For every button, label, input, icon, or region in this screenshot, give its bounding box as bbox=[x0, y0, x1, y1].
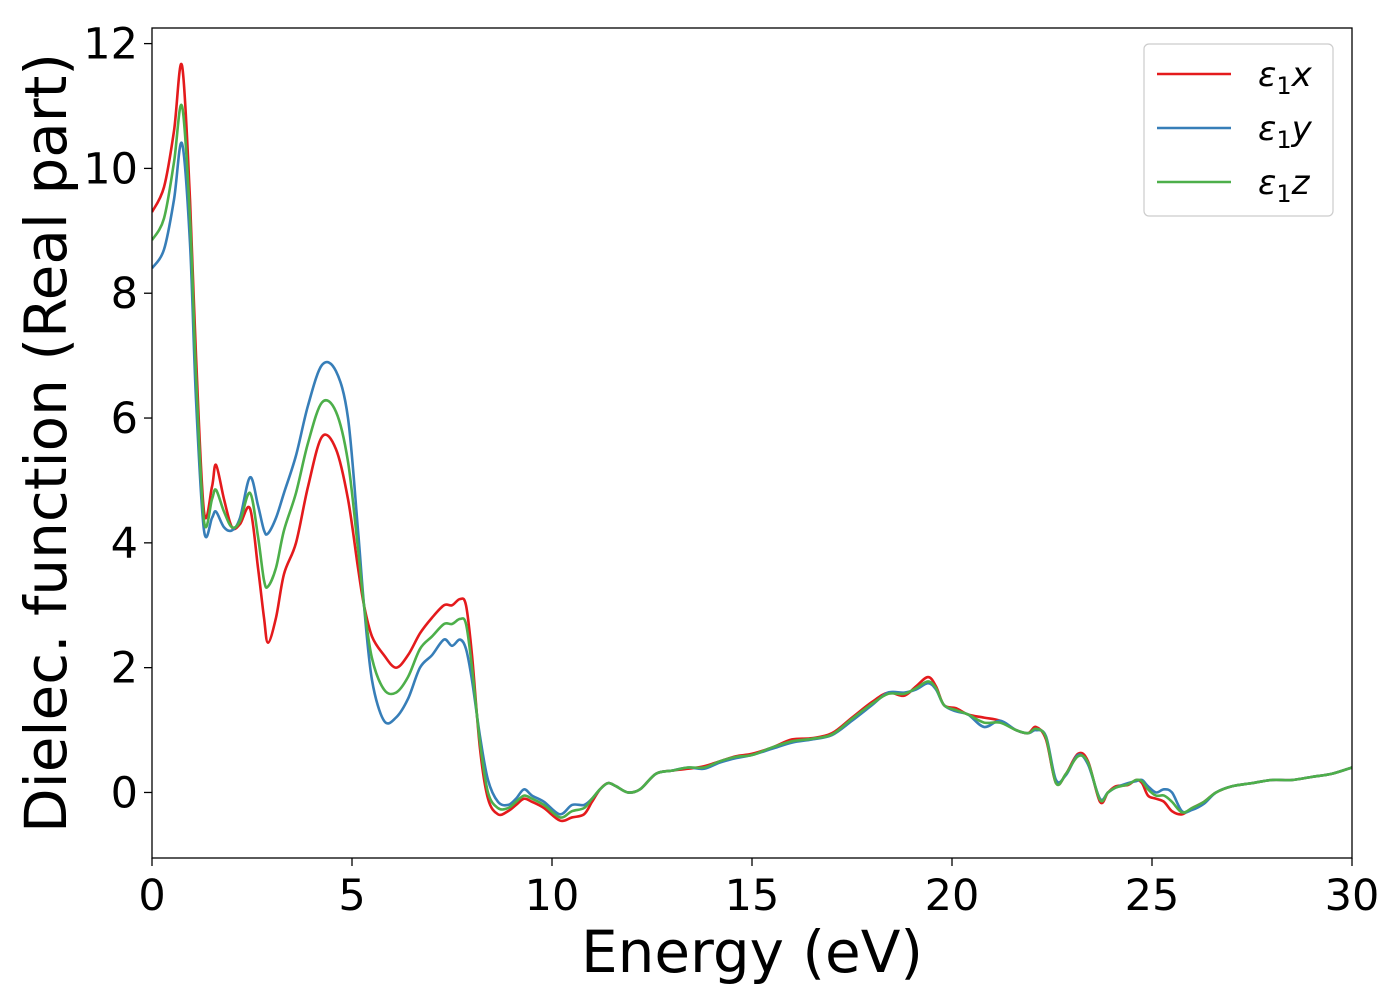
legend-label-y: ε1y bbox=[1258, 109, 1313, 154]
x-tick-label: 5 bbox=[338, 871, 365, 921]
plot-area bbox=[152, 62, 1352, 823]
y-tick-label: 6 bbox=[111, 394, 138, 444]
y-axis-label: Dielec. function (Real part) bbox=[12, 53, 80, 833]
legend-label-z: ε1z bbox=[1258, 163, 1311, 208]
x-tick-label: 20 bbox=[925, 871, 980, 921]
y-tick-label: 10 bbox=[83, 144, 138, 194]
x-tick-label: 10 bbox=[525, 871, 580, 921]
x-axis-label: Energy (eV) bbox=[581, 918, 923, 986]
x-axis-ticks: 0 5 10 15 20 25 30 bbox=[138, 858, 1379, 921]
series-line-z bbox=[152, 103, 1352, 819]
y-tick-label: 8 bbox=[111, 269, 138, 319]
y-tick-label: 12 bbox=[83, 20, 138, 70]
y-tick-label: 0 bbox=[111, 768, 138, 818]
legend-box bbox=[1143, 43, 1334, 217]
y-tick-label: 4 bbox=[111, 519, 138, 569]
x-tick-label: 30 bbox=[1325, 871, 1380, 921]
legend-label-x: ε1x bbox=[1258, 55, 1313, 100]
y-tick-label: 2 bbox=[111, 644, 138, 694]
x-tick-label: 15 bbox=[725, 871, 780, 921]
y-axis-ticks: 0 2 4 6 8 10 12 bbox=[83, 20, 152, 818]
x-tick-label: 0 bbox=[138, 871, 165, 921]
legend: ε1x ε1y ε1z bbox=[1143, 43, 1334, 217]
x-tick-label: 25 bbox=[1125, 871, 1180, 921]
series-line-y bbox=[152, 141, 1352, 816]
